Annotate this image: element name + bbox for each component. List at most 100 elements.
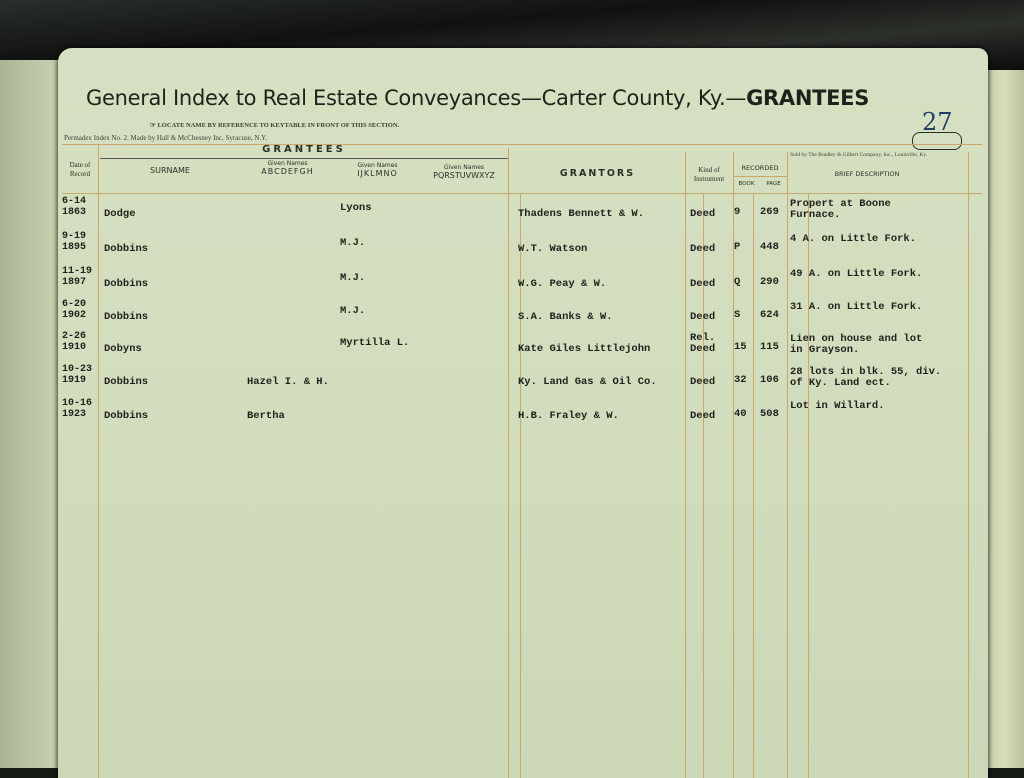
rule xyxy=(98,144,99,778)
kind-of-instrument: Rel. Deed xyxy=(690,332,716,355)
page: 290 xyxy=(760,276,779,288)
given-name-i-o: Myrtilla L. xyxy=(340,337,410,349)
book: 32 xyxy=(734,374,747,386)
record-date-year: 1863 xyxy=(62,207,87,218)
col-date-header: Date of Record xyxy=(69,161,91,178)
record-date-day: 10-23 xyxy=(62,364,93,375)
description-line1: Lot in Willard. xyxy=(790,400,885,412)
seller-note: Sold by The Bradley & Gilbert Company, I… xyxy=(790,152,928,158)
rule xyxy=(808,193,809,778)
col-given2-header: Given Names IJKLMNO xyxy=(357,162,398,178)
page: 624 xyxy=(760,309,779,321)
kind-of-instrument: Deed xyxy=(690,311,716,323)
page: 448 xyxy=(760,241,779,253)
grantor: W.T. Watson xyxy=(518,243,588,255)
description-line1: 49 A. on Little Fork. xyxy=(790,268,923,280)
col-given1-header: Given Names ABCDEFGH xyxy=(261,160,314,176)
col-page-header: PAGE xyxy=(766,181,781,187)
record-date-day: 2-26 xyxy=(62,331,87,342)
grantor: Kate Giles Littlejohn xyxy=(518,343,651,355)
rule xyxy=(703,193,704,778)
rule xyxy=(968,152,969,778)
given-name-i-o: M.J. xyxy=(340,305,366,317)
given-name-a-h: Hazel I. & H. xyxy=(247,376,329,388)
description-line1: Propert at Boone xyxy=(790,198,891,210)
header-bottom-rule xyxy=(62,193,982,194)
recorded-rule xyxy=(733,176,787,177)
record-date-day: 9-19 xyxy=(62,231,87,242)
book: 15 xyxy=(734,341,747,353)
grantor: Thadens Bennett & W. xyxy=(518,208,645,220)
rule xyxy=(787,152,788,778)
col-description-header: BRIEF DESCRIPTION xyxy=(834,170,900,178)
surname: Dobbins xyxy=(104,410,149,422)
description-line2: in Grayson. xyxy=(790,344,860,356)
description-line2: of Ky. Land ect. xyxy=(790,377,891,389)
kind-of-instrument: Deed xyxy=(690,278,716,290)
record-date-year: 1902 xyxy=(62,310,87,321)
left-page-edge xyxy=(0,60,63,768)
ledger-page: General Index to Real Estate Conveyances… xyxy=(58,48,988,778)
book: 9 xyxy=(734,206,741,218)
given-name-a-h: Bertha xyxy=(247,410,285,422)
rule xyxy=(753,193,754,778)
grantor: W.G. Peay & W. xyxy=(518,278,607,290)
description-line1: 28 lots in blk. 55, div. xyxy=(790,366,942,378)
grantees-rule xyxy=(100,158,508,159)
header-top-rule xyxy=(62,144,982,145)
page: 508 xyxy=(760,408,779,420)
surname: Dobyns xyxy=(104,343,142,355)
record-date-year: 1895 xyxy=(62,242,87,253)
grantor: Ky. Land Gas & Oil Co. xyxy=(518,376,657,388)
kind-of-instrument: Deed xyxy=(690,243,716,255)
record-date-day: 6-14 xyxy=(62,196,87,207)
kind-of-instrument: Deed xyxy=(690,410,716,422)
record-date-year: 1910 xyxy=(62,342,87,353)
col-given3-header: Given Names PQRSTUVWXYZ xyxy=(433,164,495,180)
rule xyxy=(685,152,686,778)
given-name-i-o: M.J. xyxy=(340,237,366,249)
description-line2: Furnace. xyxy=(790,209,841,221)
record-date-year: 1923 xyxy=(62,409,87,420)
book: S xyxy=(734,309,741,321)
given-name-i-o: Lyons xyxy=(340,202,372,214)
surname: Dobbins xyxy=(104,376,149,388)
page-title: General Index to Real Estate Conveyances… xyxy=(86,86,870,110)
page-number-box xyxy=(912,132,962,150)
record-date-year: 1897 xyxy=(62,277,87,288)
col-book-header: BOOK xyxy=(738,181,755,187)
surname: Dobbins xyxy=(104,243,149,255)
page-number: 27 xyxy=(922,108,953,136)
col-recorded-header: RECORDED xyxy=(741,164,779,172)
description-line1: 4 A. on Little Fork. xyxy=(790,233,917,245)
col-surname-header: SURNAME xyxy=(150,166,190,175)
page: 269 xyxy=(760,206,779,218)
book: 40 xyxy=(734,408,747,420)
col-grantees-header: GRANTEES xyxy=(262,144,346,155)
description-line1: Lien on house and lot xyxy=(790,333,923,345)
page: 115 xyxy=(760,341,779,353)
surname: Dobbins xyxy=(104,278,149,290)
surname: Dodge xyxy=(104,208,136,220)
record-date-day: 10-16 xyxy=(62,398,93,409)
grantor: H.B. Fraley & W. xyxy=(518,410,619,422)
description-line1: 31 A. on Little Fork. xyxy=(790,301,923,313)
given-name-i-o: M.J. xyxy=(340,272,366,284)
kind-of-instrument: Deed xyxy=(690,376,716,388)
book: Q xyxy=(734,276,741,288)
record-date-day: 6-20 xyxy=(62,299,87,310)
col-kind-header: Kind of Instrument xyxy=(693,166,725,183)
maker-note: Permadex Index No. 2. Made by Hall & McC… xyxy=(64,134,268,142)
rule xyxy=(733,152,734,778)
grantor: S.A. Banks & W. xyxy=(518,311,613,323)
rule xyxy=(508,148,509,778)
col-grantors-header: GRANTORS xyxy=(559,168,636,179)
rule xyxy=(520,193,521,778)
record-date-day: 11-19 xyxy=(62,266,93,277)
kind-of-instrument: Deed xyxy=(690,208,716,220)
page: 106 xyxy=(760,374,779,386)
book: P xyxy=(734,241,741,253)
right-page-edge xyxy=(985,70,1024,768)
surname: Dobbins xyxy=(104,311,149,323)
subtitle: ☞ LOCATE NAME BY REFERENCE TO KEYTABLE I… xyxy=(150,122,400,129)
